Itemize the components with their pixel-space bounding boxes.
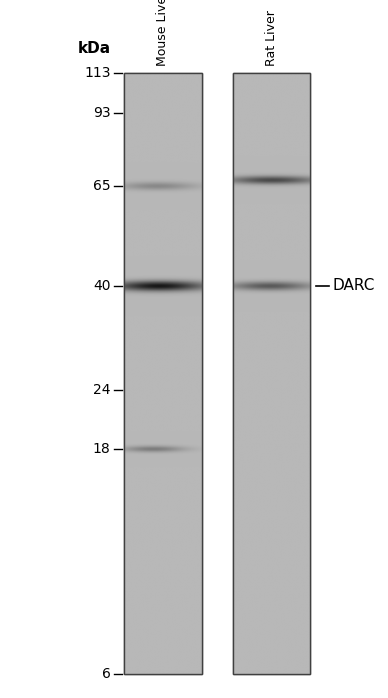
Text: 24: 24 — [93, 383, 111, 397]
Text: Mouse Liver: Mouse Liver — [156, 0, 170, 66]
Text: kDa: kDa — [78, 41, 111, 57]
Text: 65: 65 — [93, 179, 111, 193]
Text: 40: 40 — [93, 279, 111, 292]
Text: Rat Liver: Rat Liver — [265, 10, 278, 66]
Text: 113: 113 — [84, 66, 111, 80]
Text: 93: 93 — [93, 106, 111, 120]
Bar — [124, 73, 202, 674]
Bar — [233, 73, 310, 674]
Bar — [124, 73, 202, 674]
Text: 18: 18 — [93, 442, 111, 456]
Text: 6: 6 — [102, 667, 111, 681]
Text: DARC: DARC — [333, 279, 375, 293]
Bar — [233, 73, 310, 674]
